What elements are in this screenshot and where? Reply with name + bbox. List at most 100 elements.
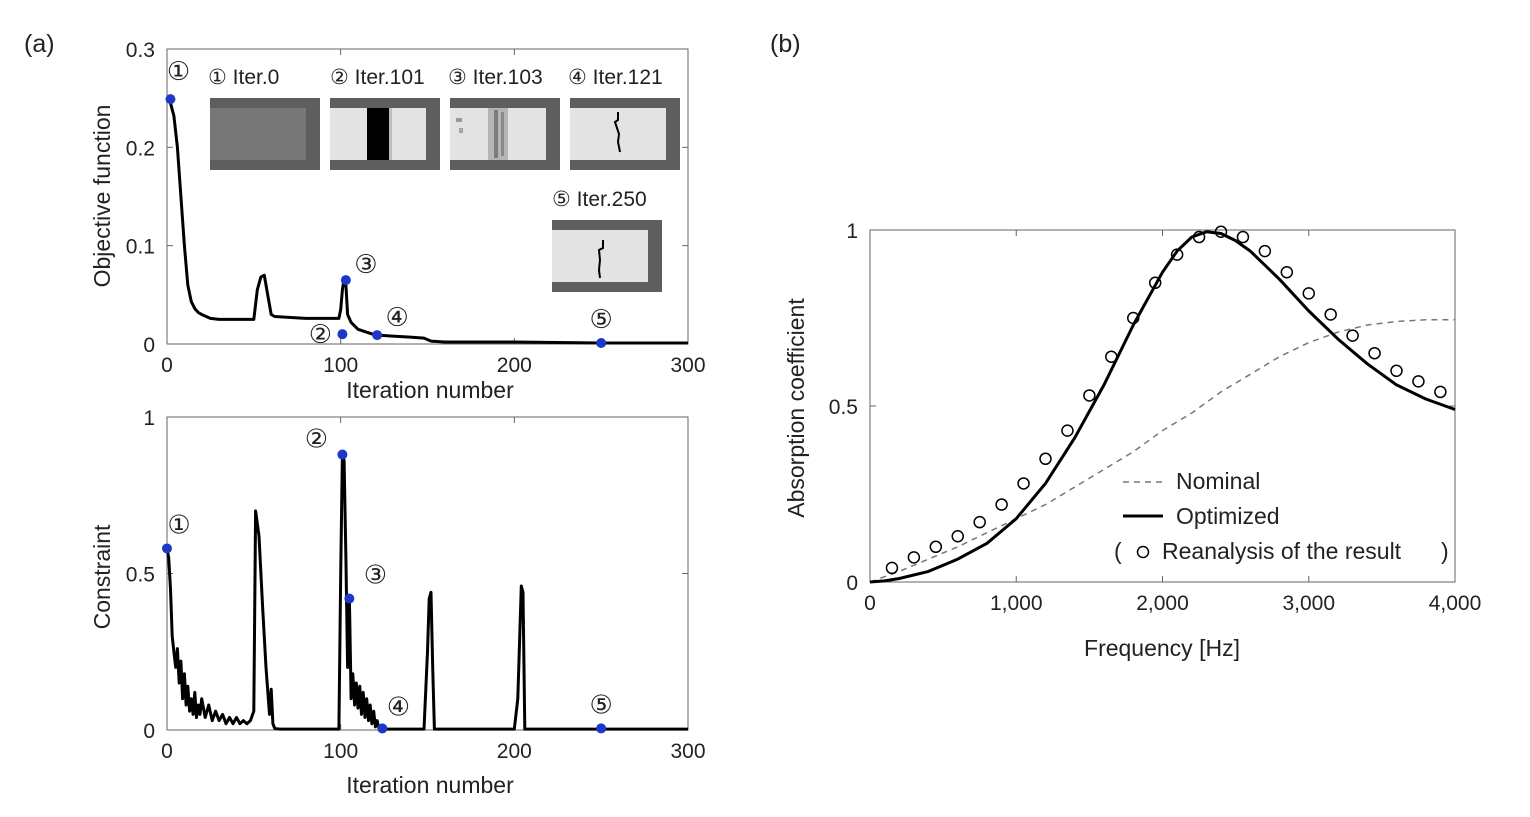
data-point-reanalysis — [973, 515, 986, 529]
x-tick-label: 200 — [497, 354, 532, 377]
data-point-reanalysis — [1236, 230, 1250, 244]
y-tick-label: 0.1 — [126, 236, 155, 259]
y-tick-label: 0 — [143, 720, 155, 743]
series-line — [165, 97, 688, 345]
data-point-reanalysis — [1170, 248, 1184, 261]
legend-label-optimized: Optimized — [1176, 503, 1280, 529]
y-tick-label: 0.5 — [126, 564, 155, 587]
data-point-reanalysis — [1127, 311, 1140, 325]
data-point-reanalysis — [1412, 375, 1425, 388]
y-tick-label: 1 — [846, 220, 858, 243]
legend-open-paren: ( — [1114, 538, 1122, 564]
inset-iter-121 — [570, 98, 680, 170]
y-tick-label: 1 — [143, 407, 155, 430]
inset-iter-101 — [330, 98, 440, 170]
objective-function-chart: ① Iter.0 ② Iter.101 ③ Iter.103 ④ Iter.12… — [89, 39, 706, 403]
x-axis-label: Iteration number — [346, 772, 514, 798]
data-point-reanalysis — [1346, 329, 1359, 342]
inset-label-4: ④ Iter.121 — [568, 66, 663, 89]
x-tick-label: 2,000 — [1136, 592, 1189, 615]
inset-label-1: ① Iter.0 — [208, 66, 279, 89]
y-tick-label: 0 — [143, 334, 155, 357]
plot-frame — [166, 48, 689, 345]
y-tick-label: 0.3 — [126, 39, 155, 62]
data-point-reanalysis — [1039, 452, 1052, 466]
y-tick-label: 0.5 — [829, 396, 858, 419]
iteration-marker-dot — [596, 723, 607, 734]
y-axis-label: Absorption coefficient — [783, 298, 809, 518]
data-point-reanalysis — [1280, 265, 1294, 279]
legend-label-nominal: Nominal — [1176, 468, 1260, 494]
inset-label-5: ⑤ Iter.250 — [552, 188, 647, 211]
data-point-reanalysis — [907, 551, 921, 564]
data-point-reanalysis — [1105, 350, 1118, 363]
iteration-marker-label: ③ — [354, 249, 377, 279]
constraint-chart: Iteration number Constraint 0 100 200 300 0 0… — [89, 407, 706, 798]
x-tick-label: 1,000 — [990, 592, 1043, 615]
y-tick-label: 0 — [846, 572, 858, 595]
data-point-reanalysis — [1368, 346, 1381, 360]
x-tick-label: 300 — [670, 354, 705, 377]
data-point-reanalysis — [995, 498, 1008, 511]
iteration-marker-dot — [344, 593, 355, 604]
legend-label-reanalysis: Reanalysis of the result — [1162, 538, 1402, 564]
data-point-reanalysis — [1258, 244, 1272, 258]
plot-frame — [869, 229, 1456, 583]
x-tick-label: 0 — [864, 592, 876, 615]
iteration-marker-label: ⑤ — [590, 689, 613, 719]
legend-swatch-reanalysis — [1136, 545, 1150, 559]
x-tick-label: 100 — [323, 354, 358, 377]
x-tick-label: 4,000 — [1429, 592, 1482, 615]
iteration-marker-dot — [372, 330, 383, 341]
x-tick-label: 300 — [670, 740, 705, 763]
data-point-reanalysis — [1214, 225, 1228, 239]
inset-label-3: ③ Iter.103 — [448, 66, 543, 89]
topology-insets — [210, 98, 680, 292]
x-tick-label: 0 — [161, 740, 173, 763]
iteration-marker-label: ② — [305, 424, 328, 454]
panel-label-b: (b) — [770, 30, 801, 58]
legend-close-paren: ) — [1441, 538, 1449, 564]
iteration-marker-label: ③ — [364, 560, 387, 590]
iteration-marker-label: ④ — [385, 302, 408, 332]
absorption-chart: Frequency [Hz] Absorption coefficient No… — [783, 220, 1481, 661]
data-point-reanalysis — [1017, 477, 1030, 490]
x-tick-label: 200 — [497, 740, 532, 763]
iteration-marker-dot — [340, 275, 351, 286]
iteration-marker-dot — [337, 449, 348, 460]
data-point-reanalysis — [1061, 424, 1074, 437]
x-axis-label: Frequency [Hz] — [1084, 635, 1240, 661]
iteration-marker-label: ④ — [387, 691, 410, 721]
data-point-reanalysis — [1192, 230, 1206, 244]
data-point-reanalysis — [1390, 364, 1403, 378]
data-point-reanalysis — [885, 561, 899, 575]
data-point-reanalysis — [929, 540, 943, 554]
data-point-reanalysis — [1324, 308, 1337, 321]
y-tick-label: 0.2 — [126, 137, 155, 160]
y-axis-label: Objective function — [89, 105, 115, 288]
series-line-nominal — [869, 319, 1455, 583]
iteration-marker-dot — [165, 94, 176, 105]
data-point-reanalysis — [1083, 389, 1096, 402]
y-axis-label: Constraint — [89, 524, 115, 629]
data-point-reanalysis — [1434, 385, 1447, 399]
iteration-marker-label: ① — [167, 56, 190, 86]
data-point-reanalysis — [1148, 276, 1162, 290]
legend: Nominal Optimized ( Reanalysis of the re… — [1114, 468, 1449, 564]
iteration-marker-dot — [162, 543, 172, 554]
series-line-optimized — [869, 230, 1456, 584]
x-axis-label: Iteration number — [346, 377, 514, 403]
x-tick-label: 0 — [161, 354, 173, 377]
data-point-reanalysis — [951, 529, 964, 543]
panel-label-a: (a) — [24, 30, 55, 58]
inset-iter-103 — [450, 98, 560, 170]
inset-iter-0 — [210, 98, 320, 170]
x-tick-label: 100 — [323, 740, 358, 763]
iteration-marker-dot — [596, 338, 607, 349]
iteration-marker-label: ⑤ — [590, 304, 613, 334]
data-point-reanalysis — [1302, 287, 1315, 300]
inset-label-2: ② Iter.101 — [330, 66, 425, 89]
iteration-marker-dot — [337, 329, 348, 340]
iteration-marker-label: ② — [309, 319, 332, 349]
